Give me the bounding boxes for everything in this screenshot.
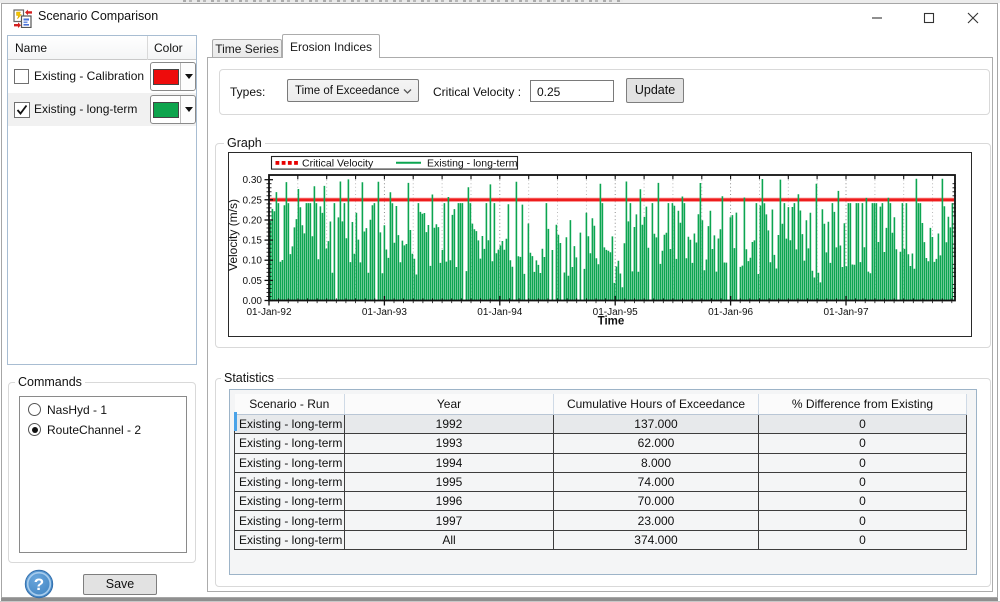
svg-text:0.10: 0.10 (243, 256, 263, 267)
svg-text:01-Jan-93: 01-Jan-93 (362, 307, 407, 318)
svg-text:01-Jan-97: 01-Jan-97 (823, 307, 868, 318)
svg-text:Critical Velocity: Critical Velocity (302, 157, 374, 169)
svg-text:0.20: 0.20 (243, 216, 263, 227)
svg-text:0.05: 0.05 (243, 276, 263, 287)
svg-text:Existing - long-term: Existing - long-term (427, 157, 518, 169)
svg-text:Velocity (m/s): Velocity (m/s) (228, 199, 240, 271)
svg-text:0.25: 0.25 (243, 195, 263, 206)
svg-text:?: ? (34, 575, 44, 594)
svg-text:Time: Time (598, 316, 625, 328)
svg-text:0.30: 0.30 (243, 175, 263, 186)
svg-text:01-Jan-95: 01-Jan-95 (593, 307, 638, 318)
svg-text:0.00: 0.00 (243, 296, 263, 307)
svg-text:01-Jan-92: 01-Jan-92 (246, 307, 291, 318)
svg-text:01-Jan-94: 01-Jan-94 (477, 307, 522, 318)
svg-text:0.15: 0.15 (243, 236, 263, 247)
svg-text:01-Jan-96: 01-Jan-96 (708, 307, 753, 318)
